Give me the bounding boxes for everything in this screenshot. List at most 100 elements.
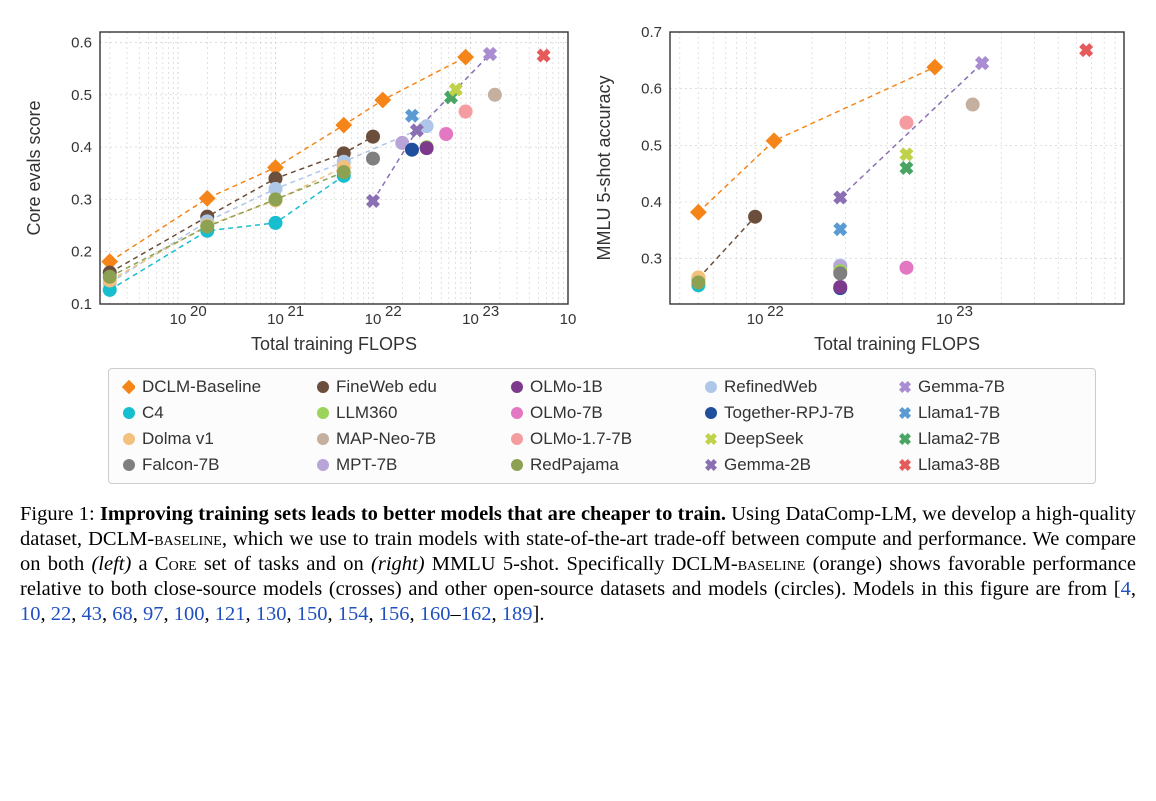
citation-ref[interactable]: 156	[379, 603, 410, 625]
svg-text:10: 10	[267, 311, 284, 328]
data-point	[269, 216, 283, 230]
data-point	[374, 92, 391, 109]
figure-container: 102010211022102310240.10.20.30.40.50.6To…	[20, 20, 1136, 627]
circle-icon	[315, 458, 329, 472]
chart-mmlu: 102210230.30.40.50.60.7Total training FL…	[590, 20, 1136, 360]
svg-text:10: 10	[747, 311, 764, 328]
citation-ref[interactable]: 68	[112, 603, 133, 625]
caption-text: a C	[131, 553, 168, 575]
circle-icon	[121, 406, 135, 420]
data-point	[691, 275, 705, 289]
legend-label: Gemma-7B	[918, 377, 1005, 397]
legend-item: OLMo-7B	[509, 403, 695, 423]
svg-text:0.2: 0.2	[71, 244, 92, 261]
caption-text: MMLU 5-shot. Specifically DCLM-	[425, 553, 738, 575]
svg-text:0.7: 0.7	[641, 24, 662, 41]
data-point	[459, 105, 473, 119]
data-point	[833, 266, 847, 280]
circle-icon	[315, 432, 329, 446]
svg-text:22: 22	[385, 303, 402, 320]
svg-text:10: 10	[170, 311, 187, 328]
data-point	[103, 270, 117, 284]
citation-ref[interactable]: 10	[20, 603, 41, 625]
legend-item: LLM360	[315, 403, 501, 423]
legend-item: Dolma v1	[121, 429, 307, 449]
legend-item: Llama3-8B	[897, 455, 1083, 475]
caption-sc: ore	[169, 553, 197, 575]
svg-text:0.6: 0.6	[641, 81, 662, 98]
data-point	[483, 47, 497, 61]
data-point	[366, 130, 380, 144]
citation-ref[interactable]: 22	[51, 603, 72, 625]
svg-text:20: 20	[190, 303, 207, 320]
svg-text:22: 22	[767, 303, 784, 320]
legend-label: MAP-Neo-7B	[336, 429, 436, 449]
data-point	[420, 141, 434, 155]
svg-text:Total training FLOPS: Total training FLOPS	[251, 334, 417, 354]
citation-ref[interactable]: 130	[256, 603, 287, 625]
citation-ref[interactable]: 121	[215, 603, 246, 625]
legend-item: RefinedWeb	[703, 377, 889, 397]
legend-item: Gemma-2B	[703, 455, 889, 475]
citation-ref[interactable]: 150	[297, 603, 328, 625]
circle-icon	[703, 406, 717, 420]
citation-ref[interactable]: 97	[143, 603, 164, 625]
data-point	[899, 147, 913, 161]
data-point	[405, 143, 419, 157]
data-point	[899, 161, 913, 175]
data-point	[1079, 43, 1093, 57]
data-point	[199, 190, 216, 207]
legend-item: FineWeb edu	[315, 377, 501, 397]
figure-caption: Figure 1: Improving training sets leads …	[20, 502, 1136, 627]
caption-sc: baseline	[154, 528, 222, 550]
legend-item: MPT-7B	[315, 455, 501, 475]
legend: DCLM-BaselineFineWeb eduOLMo-1BRefinedWe…	[108, 368, 1096, 484]
legend-label: C4	[142, 403, 164, 423]
svg-text:0.4: 0.4	[641, 194, 662, 211]
cross-icon	[897, 380, 911, 394]
legend-label: RedPajama	[530, 455, 619, 475]
citation-ref[interactable]: 189	[502, 603, 533, 625]
cross-icon	[703, 432, 717, 446]
data-point	[833, 280, 847, 294]
data-point	[975, 56, 989, 70]
svg-text:10: 10	[936, 311, 953, 328]
cross-icon	[703, 458, 717, 472]
legend-item: Llama2-7B	[897, 429, 1083, 449]
legend-label: FineWeb edu	[336, 377, 437, 397]
legend-label: Llama2-7B	[918, 429, 1000, 449]
svg-text:10: 10	[560, 311, 577, 328]
citation-ref[interactable]: 4	[1121, 578, 1131, 600]
circle-icon	[509, 432, 523, 446]
legend-label: OLMo-7B	[530, 403, 603, 423]
legend-label: Llama1-7B	[918, 403, 1000, 423]
circle-icon	[121, 458, 135, 472]
citation-ref[interactable]: 100	[174, 603, 205, 625]
svg-text:21: 21	[288, 303, 305, 320]
data-point	[748, 210, 762, 224]
legend-item: DCLM-Baseline	[121, 377, 307, 397]
data-point	[269, 192, 283, 206]
svg-text:23: 23	[956, 303, 973, 320]
svg-text:0.5: 0.5	[641, 137, 662, 154]
svg-text:Total training FLOPS: Total training FLOPS	[814, 334, 980, 354]
data-point	[439, 127, 453, 141]
citation-ref[interactable]: 160	[420, 603, 451, 625]
caption-text: set of tasks and on	[197, 553, 371, 575]
data-point	[488, 88, 502, 102]
citation-ref[interactable]: 162	[461, 603, 492, 625]
svg-text:10: 10	[462, 311, 479, 328]
data-point	[966, 98, 980, 112]
citation-ref[interactable]: 154	[338, 603, 369, 625]
data-point	[457, 49, 474, 66]
svg-text:Core evals score: Core evals score	[24, 100, 44, 235]
data-point	[537, 49, 551, 63]
legend-item: Llama1-7B	[897, 403, 1083, 423]
svg-text:0.3: 0.3	[641, 251, 662, 268]
caption-italic: (right)	[371, 553, 425, 575]
circle-icon	[315, 380, 329, 394]
cross-icon	[897, 458, 911, 472]
charts-row: 102010211022102310240.10.20.30.40.50.6To…	[20, 20, 1136, 360]
svg-text:MMLU 5-shot accuracy: MMLU 5-shot accuracy	[594, 75, 614, 260]
citation-ref[interactable]: 43	[82, 603, 103, 625]
